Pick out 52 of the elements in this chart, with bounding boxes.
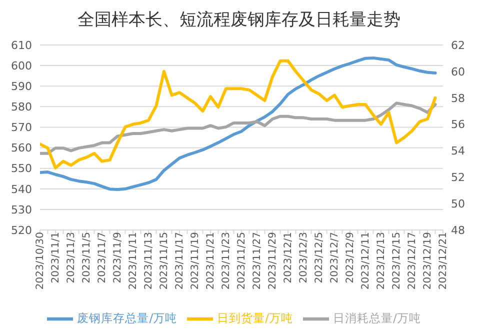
x-tick-label: 2023/11/9: [112, 232, 124, 284]
x-tick-label: 2023/12/11: [360, 232, 372, 290]
y2-tick-label: 52: [451, 171, 465, 184]
y2-tick-label: 60: [451, 65, 465, 78]
legend-label: 废钢库存总量/万吨: [77, 311, 178, 326]
x-tick-label: 2023/12/3: [298, 232, 310, 284]
y-tick-label: 540: [11, 182, 32, 196]
y-tick-label: 560: [11, 142, 32, 155]
y2-tick-label: 54: [451, 144, 465, 158]
x-tick-label: 2023/11/23: [221, 232, 232, 290]
y2-tick-label: 50: [451, 197, 465, 210]
x-tick-label: 2023/12/5: [314, 232, 326, 284]
x-tick-label: 2023/11/21: [206, 232, 217, 290]
legend-label: 日到货量/万吨: [217, 311, 293, 326]
y2-tick-label: 58: [451, 92, 465, 105]
y-tick-label: 530: [11, 203, 32, 216]
y-tick-label: 520: [11, 224, 32, 237]
x-tick-label: 2023/12/9: [345, 232, 356, 284]
legend-label: 日消耗总量/万吨: [332, 311, 421, 326]
y-tick-label: 570: [11, 121, 32, 134]
x-tick-label: 2023/11/27: [252, 232, 264, 290]
x-tick-label: 2023/12/21: [438, 232, 450, 290]
x-tick-label: 2023/11/7: [97, 232, 108, 284]
y-tick-label: 610: [11, 38, 32, 52]
chart-title: 全国样本长、短流程废钢库存及日耗量走势: [76, 9, 402, 31]
line-series: [40, 56, 437, 192]
x-tick-label: 2023/11/29: [268, 232, 279, 290]
x-tick-label: 2023/11/17: [174, 232, 186, 290]
x-tick-label: 2023/11/5: [82, 232, 93, 284]
x-tick-label: 2023/12/7: [330, 232, 341, 284]
y-tick-label: 550: [11, 162, 32, 176]
x-tick-label: 2023/12/15: [392, 232, 403, 290]
x-tick-label: 2023/10/30: [35, 232, 46, 290]
line-series: [40, 59, 437, 170]
x-tick-label: 2023/11/25: [236, 232, 248, 290]
y-tick-label: 580: [11, 100, 32, 114]
x-tick-label: 2023/11/13: [144, 232, 155, 290]
x-tick-label: 2023/11/15: [159, 232, 170, 290]
x-tick-label: 2023/12/1: [283, 232, 294, 284]
x-tick-label: 2023/11/3: [66, 232, 78, 284]
y-tick-label: 600: [11, 59, 32, 72]
y2-tick-label: 62: [451, 38, 465, 52]
x-tick-label: 2023/11/19: [190, 232, 202, 290]
x-tick-label: 2023/11/11: [128, 232, 140, 290]
line-series: [40, 102, 437, 155]
y-tick-label: 590: [11, 80, 32, 94]
x-tick-label: 2023/12/19: [422, 232, 434, 290]
x-tick-label: 2023/11/1: [50, 232, 62, 284]
y2-tick-label: 48: [451, 224, 465, 237]
x-tick-label: 2023/12/13: [376, 232, 388, 290]
x-tick-label: 2023/12/17: [407, 232, 418, 290]
y2-tick-label: 56: [451, 118, 465, 132]
